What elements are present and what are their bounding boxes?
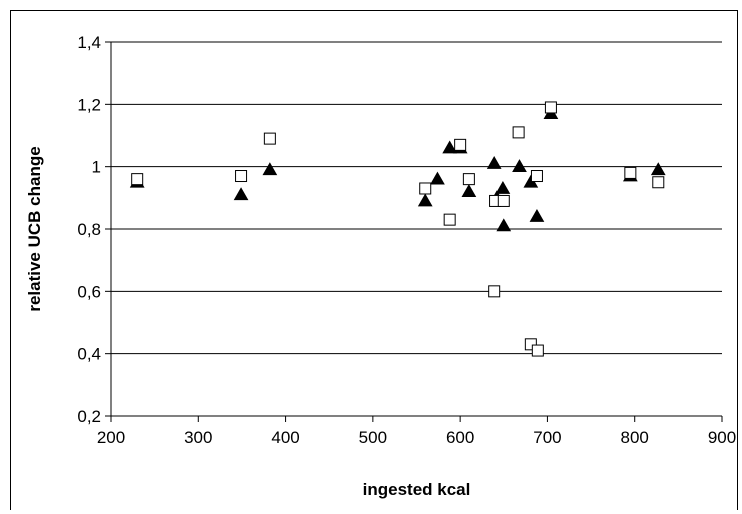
- square-point: [488, 285, 501, 298]
- x-tick-label: 500: [359, 428, 387, 447]
- y-tick-label: 1: [92, 158, 101, 177]
- y-tick-label: 0,2: [77, 407, 101, 426]
- y-tick-label: 1,2: [77, 95, 101, 114]
- x-tick-label: 300: [184, 428, 212, 447]
- x-tick-label: 800: [621, 428, 649, 447]
- triangle-point: [495, 180, 511, 194]
- triangle-point: [417, 193, 433, 207]
- square-point: [454, 138, 467, 151]
- square-point: [624, 166, 637, 179]
- triangle-point: [496, 218, 512, 232]
- square-point: [531, 344, 544, 357]
- y-tick-label: 0,8: [77, 220, 101, 239]
- x-axis-title: ingested kcal: [363, 480, 471, 499]
- tick-labels: 0,2 0,4 0,6 0,8 1 1,2 1,4 200 300 400 500 600 700 800…: [77, 33, 736, 447]
- triangle-point: [233, 187, 249, 201]
- square-point: [131, 173, 144, 186]
- x-tick-label: 700: [533, 428, 561, 447]
- triangle-point: [262, 162, 278, 176]
- x-tick-label: 400: [271, 428, 299, 447]
- square-point: [419, 182, 432, 195]
- square-point: [530, 170, 543, 183]
- triangle-point: [529, 209, 545, 222]
- y-tick-label: 0,6: [77, 282, 101, 301]
- square-point: [524, 338, 537, 351]
- triangle-point: [512, 159, 527, 173]
- square-point: [235, 170, 248, 183]
- square-point: [443, 213, 456, 226]
- triangle-point: [430, 171, 445, 185]
- gridlines: [111, 41, 722, 355]
- square-point: [462, 173, 475, 186]
- square-point: [497, 194, 510, 207]
- x-tick-label: 600: [446, 428, 474, 447]
- triangle-point: [442, 140, 458, 154]
- x-tick-label: 900: [708, 428, 736, 447]
- triangle-point: [650, 162, 666, 176]
- y-tick-label: 1,4: [77, 33, 101, 52]
- y-tick-label: 0,4: [77, 345, 101, 364]
- triangle-point: [486, 156, 502, 169]
- data-points: [129, 101, 666, 357]
- chart-frame: [10, 10, 738, 510]
- square-point: [544, 101, 557, 114]
- triangle-point: [461, 184, 477, 197]
- y-axis-title: relative UCB change: [25, 146, 44, 311]
- x-tick-label: 200: [97, 428, 125, 447]
- square-point: [512, 126, 525, 139]
- square-point: [263, 132, 276, 145]
- square-point: [652, 176, 665, 189]
- axes: [105, 41, 723, 422]
